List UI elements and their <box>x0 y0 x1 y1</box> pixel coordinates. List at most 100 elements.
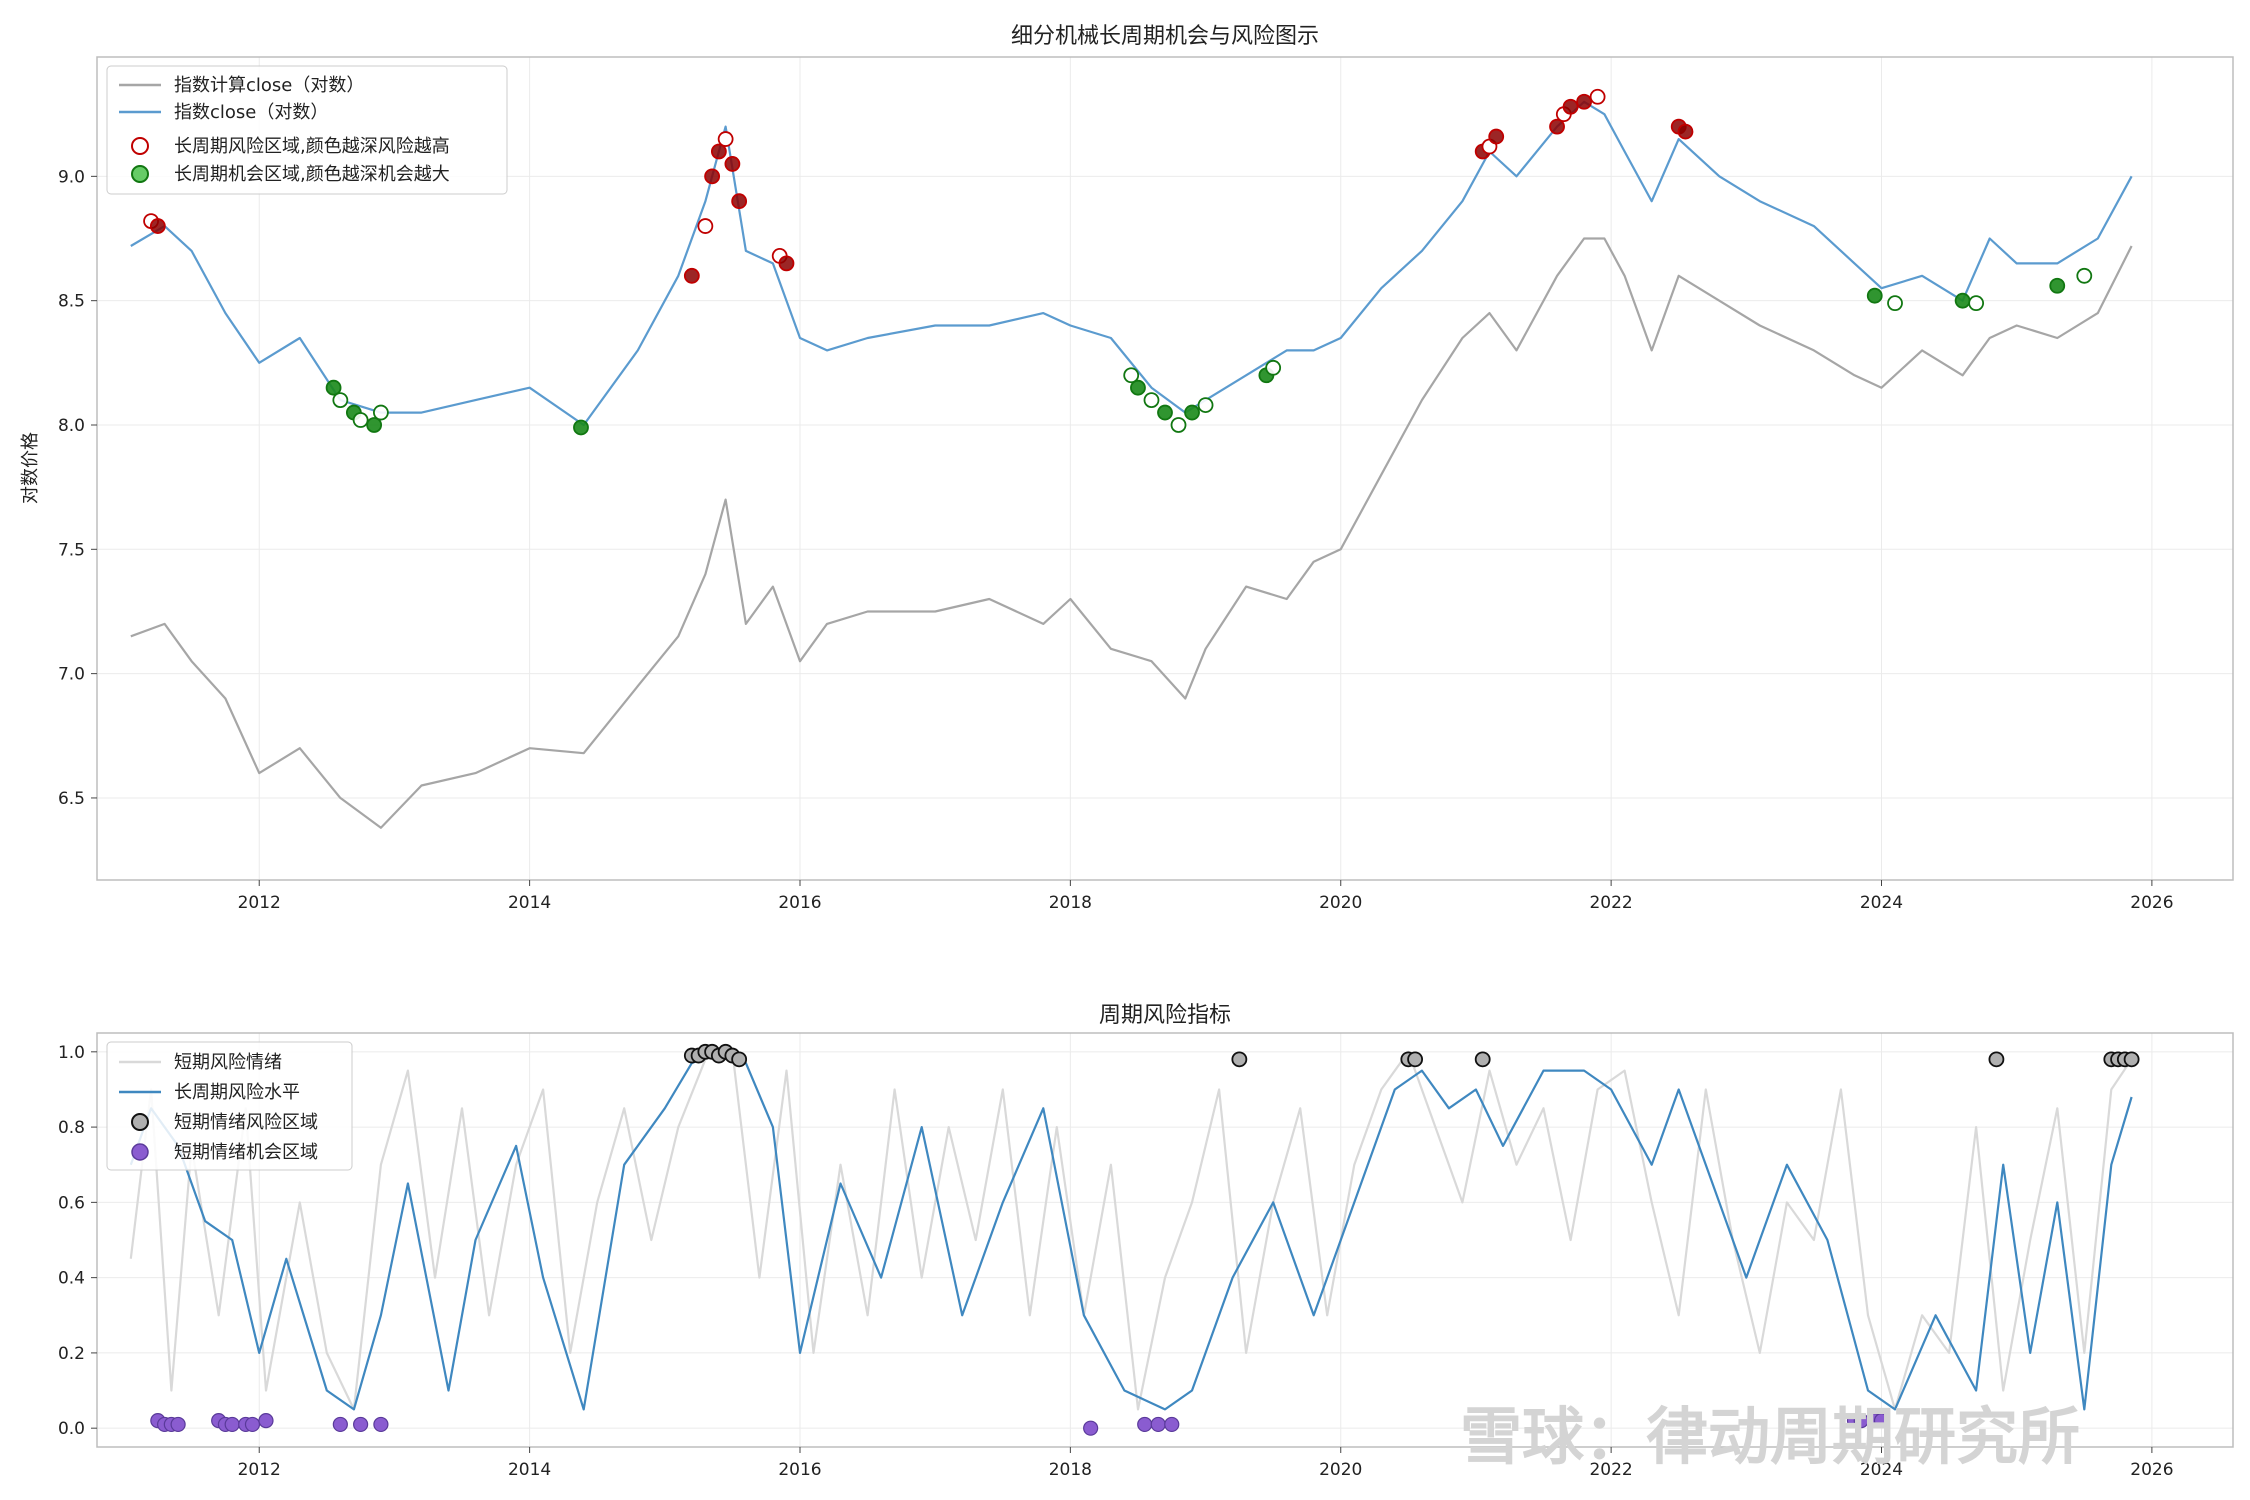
x-tick-label: 2018 <box>1049 893 1092 913</box>
opportunity-point <box>1157 404 1173 421</box>
opportunity-point <box>1954 292 1971 309</box>
risk-point <box>710 143 727 160</box>
risk-point <box>149 218 166 234</box>
y-tick-label: 0.2 <box>58 1344 85 1364</box>
opportunity-point <box>1123 367 1140 384</box>
legend-label-opportunity: 长周期机会区域,颜色越深机会越大 <box>174 164 450 185</box>
x-tick-label: 2022 <box>1589 1460 1632 1480</box>
top-y-axis-label: 对数价格 <box>20 432 41 504</box>
legend-swatch-opportunity <box>131 165 149 183</box>
legend-swatch-risk <box>131 137 149 155</box>
y-tick-label: 1.0 <box>58 1043 85 1063</box>
legend-swatch-short-opp-zone <box>131 1143 149 1161</box>
y-tick-label: 8.0 <box>58 416 85 436</box>
short-risk-point <box>1474 1051 1491 1068</box>
risk-point <box>1488 128 1505 145</box>
legend-label-short-risk-zone: 短期情绪风险区域 <box>174 1112 318 1133</box>
top-series <box>130 100 2133 829</box>
short-opportunity-point <box>1137 1416 1153 1433</box>
risk-point <box>731 193 748 210</box>
top-ticks: 2012 2014 2016 2018 2020 2022 2024 2026 6.5 7.0 7.… <box>58 167 2174 913</box>
short-opportunity-point <box>1150 1416 1166 1433</box>
opportunity-point <box>332 392 349 409</box>
opportunity-point <box>325 379 342 396</box>
opportunity-point <box>1143 392 1160 409</box>
opportunity-point <box>2076 267 2093 284</box>
x-tick-label: 2026 <box>2130 893 2173 913</box>
y-tick-label: 9.0 <box>58 167 85 187</box>
short-opportunity-point <box>244 1416 261 1433</box>
short-risk-point <box>2123 1051 2140 1068</box>
legend-label-calc: 指数计算close（对数） <box>174 75 364 96</box>
series-line-short-sentiment <box>129 1050 2133 1411</box>
x-tick-label: 2016 <box>778 893 821 913</box>
short-opportunity-point <box>1164 1416 1180 1433</box>
risk-point <box>1589 88 1606 105</box>
top-legend: 指数计算close（对数） 指数close（对数） 长周期风险区域,颜色越深风险… <box>106 65 508 195</box>
bottom-chart-title: 周期风险指标 <box>1099 1003 1231 1028</box>
opportunity-point <box>366 417 383 433</box>
y-tick-label: 7.0 <box>58 665 85 685</box>
y-tick-label: 0.6 <box>58 1193 85 1213</box>
opportunity-point <box>1184 404 1200 421</box>
short-risk-point <box>1407 1051 1424 1068</box>
short-risk-point <box>1988 1051 2005 1068</box>
y-tick-label: 7.5 <box>58 540 85 560</box>
x-tick-label: 2012 <box>238 893 281 913</box>
short-risk-point <box>731 1051 748 1068</box>
opportunity-point <box>1887 295 1903 312</box>
x-tick-label: 2022 <box>1589 893 1632 913</box>
opportunity-point <box>1866 287 1883 304</box>
bottom-plot-frame <box>96 1032 2234 1448</box>
bottom-ticks: 2012 2014 2016 2018 2020 2022 2024 2026 0.0 0.2 0.… <box>58 1043 2174 1480</box>
top-legend-box <box>106 65 508 195</box>
risk-point <box>1677 123 1694 140</box>
risk-point <box>778 255 795 272</box>
top-panel: 细分机械长周期机会与风险图示 2012 2014 2016 2018 2020 2022 2… <box>20 24 2234 913</box>
opportunity-point <box>573 419 589 436</box>
risk-point <box>1562 98 1579 115</box>
y-tick-label: 0.4 <box>58 1269 85 1289</box>
watermark: 雪球：律动周期研究所 <box>1460 1400 2080 1473</box>
x-tick-label: 2018 <box>1049 1460 1092 1480</box>
x-tick-label: 2020 <box>1319 1460 1362 1480</box>
top-plot-frame <box>96 56 2234 881</box>
bottom-grid <box>97 1033 2233 1447</box>
top-markers <box>143 88 2093 436</box>
bottom-panel: 周期风险指标 2012 2014 2016 2018 2020 2022 2024 2026 0… <box>58 1003 2234 1480</box>
bottom-markers <box>150 1043 2140 1436</box>
legend-label-close: 指数close（对数） <box>174 102 328 123</box>
bottom-legend: 短期风险情绪 长周期风险水平 短期情绪风险区域 短期情绪机会区域 <box>106 1041 353 1171</box>
x-tick-label: 2024 <box>1860 1460 1903 1480</box>
y-tick-label: 8.5 <box>58 292 85 312</box>
risk-point <box>683 267 700 284</box>
risk-point <box>704 168 721 185</box>
opportunity-point <box>1265 359 1282 376</box>
risk-point <box>717 131 734 147</box>
legend-swatch-short-risk-zone <box>131 1113 149 1131</box>
y-tick-label: 0.0 <box>58 1419 85 1439</box>
top-chart-title: 细分机械长周期机会与风险图示 <box>1011 24 1319 49</box>
legend-label-short-opp-zone: 短期情绪机会区域 <box>174 1142 318 1163</box>
x-tick-label: 2024 <box>1860 893 1903 913</box>
x-tick-label: 2026 <box>2130 1460 2173 1480</box>
short-opportunity-point <box>373 1416 389 1433</box>
short-opportunity-point <box>1083 1420 1099 1436</box>
opportunity-point <box>1197 397 1214 413</box>
x-tick-label: 2012 <box>238 1460 281 1480</box>
y-tick-label: 6.5 <box>58 789 85 809</box>
risk-point <box>1549 118 1565 135</box>
short-risk-point <box>1231 1051 1248 1068</box>
short-opportunity-point <box>258 1413 274 1429</box>
short-opportunity-point <box>224 1416 240 1433</box>
x-tick-label: 2014 <box>508 893 551 913</box>
risk-point <box>724 156 741 172</box>
legend-label-risk: 长周期风险区域,颜色越深风险越高 <box>174 136 450 157</box>
short-opportunity-point <box>332 1416 348 1433</box>
short-opportunity-point <box>170 1416 186 1433</box>
y-tick-label: 0.8 <box>58 1118 85 1138</box>
series-line-long-risk <box>129 1050 2133 1411</box>
x-tick-label: 2016 <box>778 1460 821 1480</box>
short-opportunity-point <box>353 1416 369 1433</box>
opportunity-point <box>2049 277 2066 294</box>
